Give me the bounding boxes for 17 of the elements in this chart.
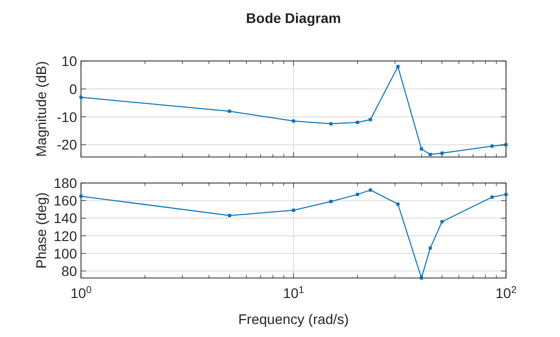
y-tick-label: 0 [69, 80, 78, 97]
chart-title: Bode Diagram [246, 10, 341, 26]
y-tick-label: 120 [54, 228, 78, 244]
x-tick-label: 10$^{2}$ [495, 284, 517, 301]
x-tick-label: 10$^{1}$ [282, 284, 304, 301]
y-tick-label: 10 [61, 53, 78, 69]
y-tick-label: -10 [56, 108, 78, 125]
y-tick-label: 180 [54, 175, 78, 191]
y-tick-label: 100 [54, 245, 78, 262]
x-axis-title: Frequency (rad/s) [238, 311, 349, 327]
y-tick-label: -20 [56, 136, 78, 153]
y-tick-label: 80 [61, 262, 78, 279]
x-tick-label: 10$^{0}$ [70, 284, 92, 301]
y-axis-title: Magnitude (dB) [33, 61, 49, 157]
y-axis-title: Phase (deg) [33, 192, 49, 269]
y-tick-label: 140 [54, 210, 78, 226]
y-tick-label: 160 [54, 192, 78, 209]
